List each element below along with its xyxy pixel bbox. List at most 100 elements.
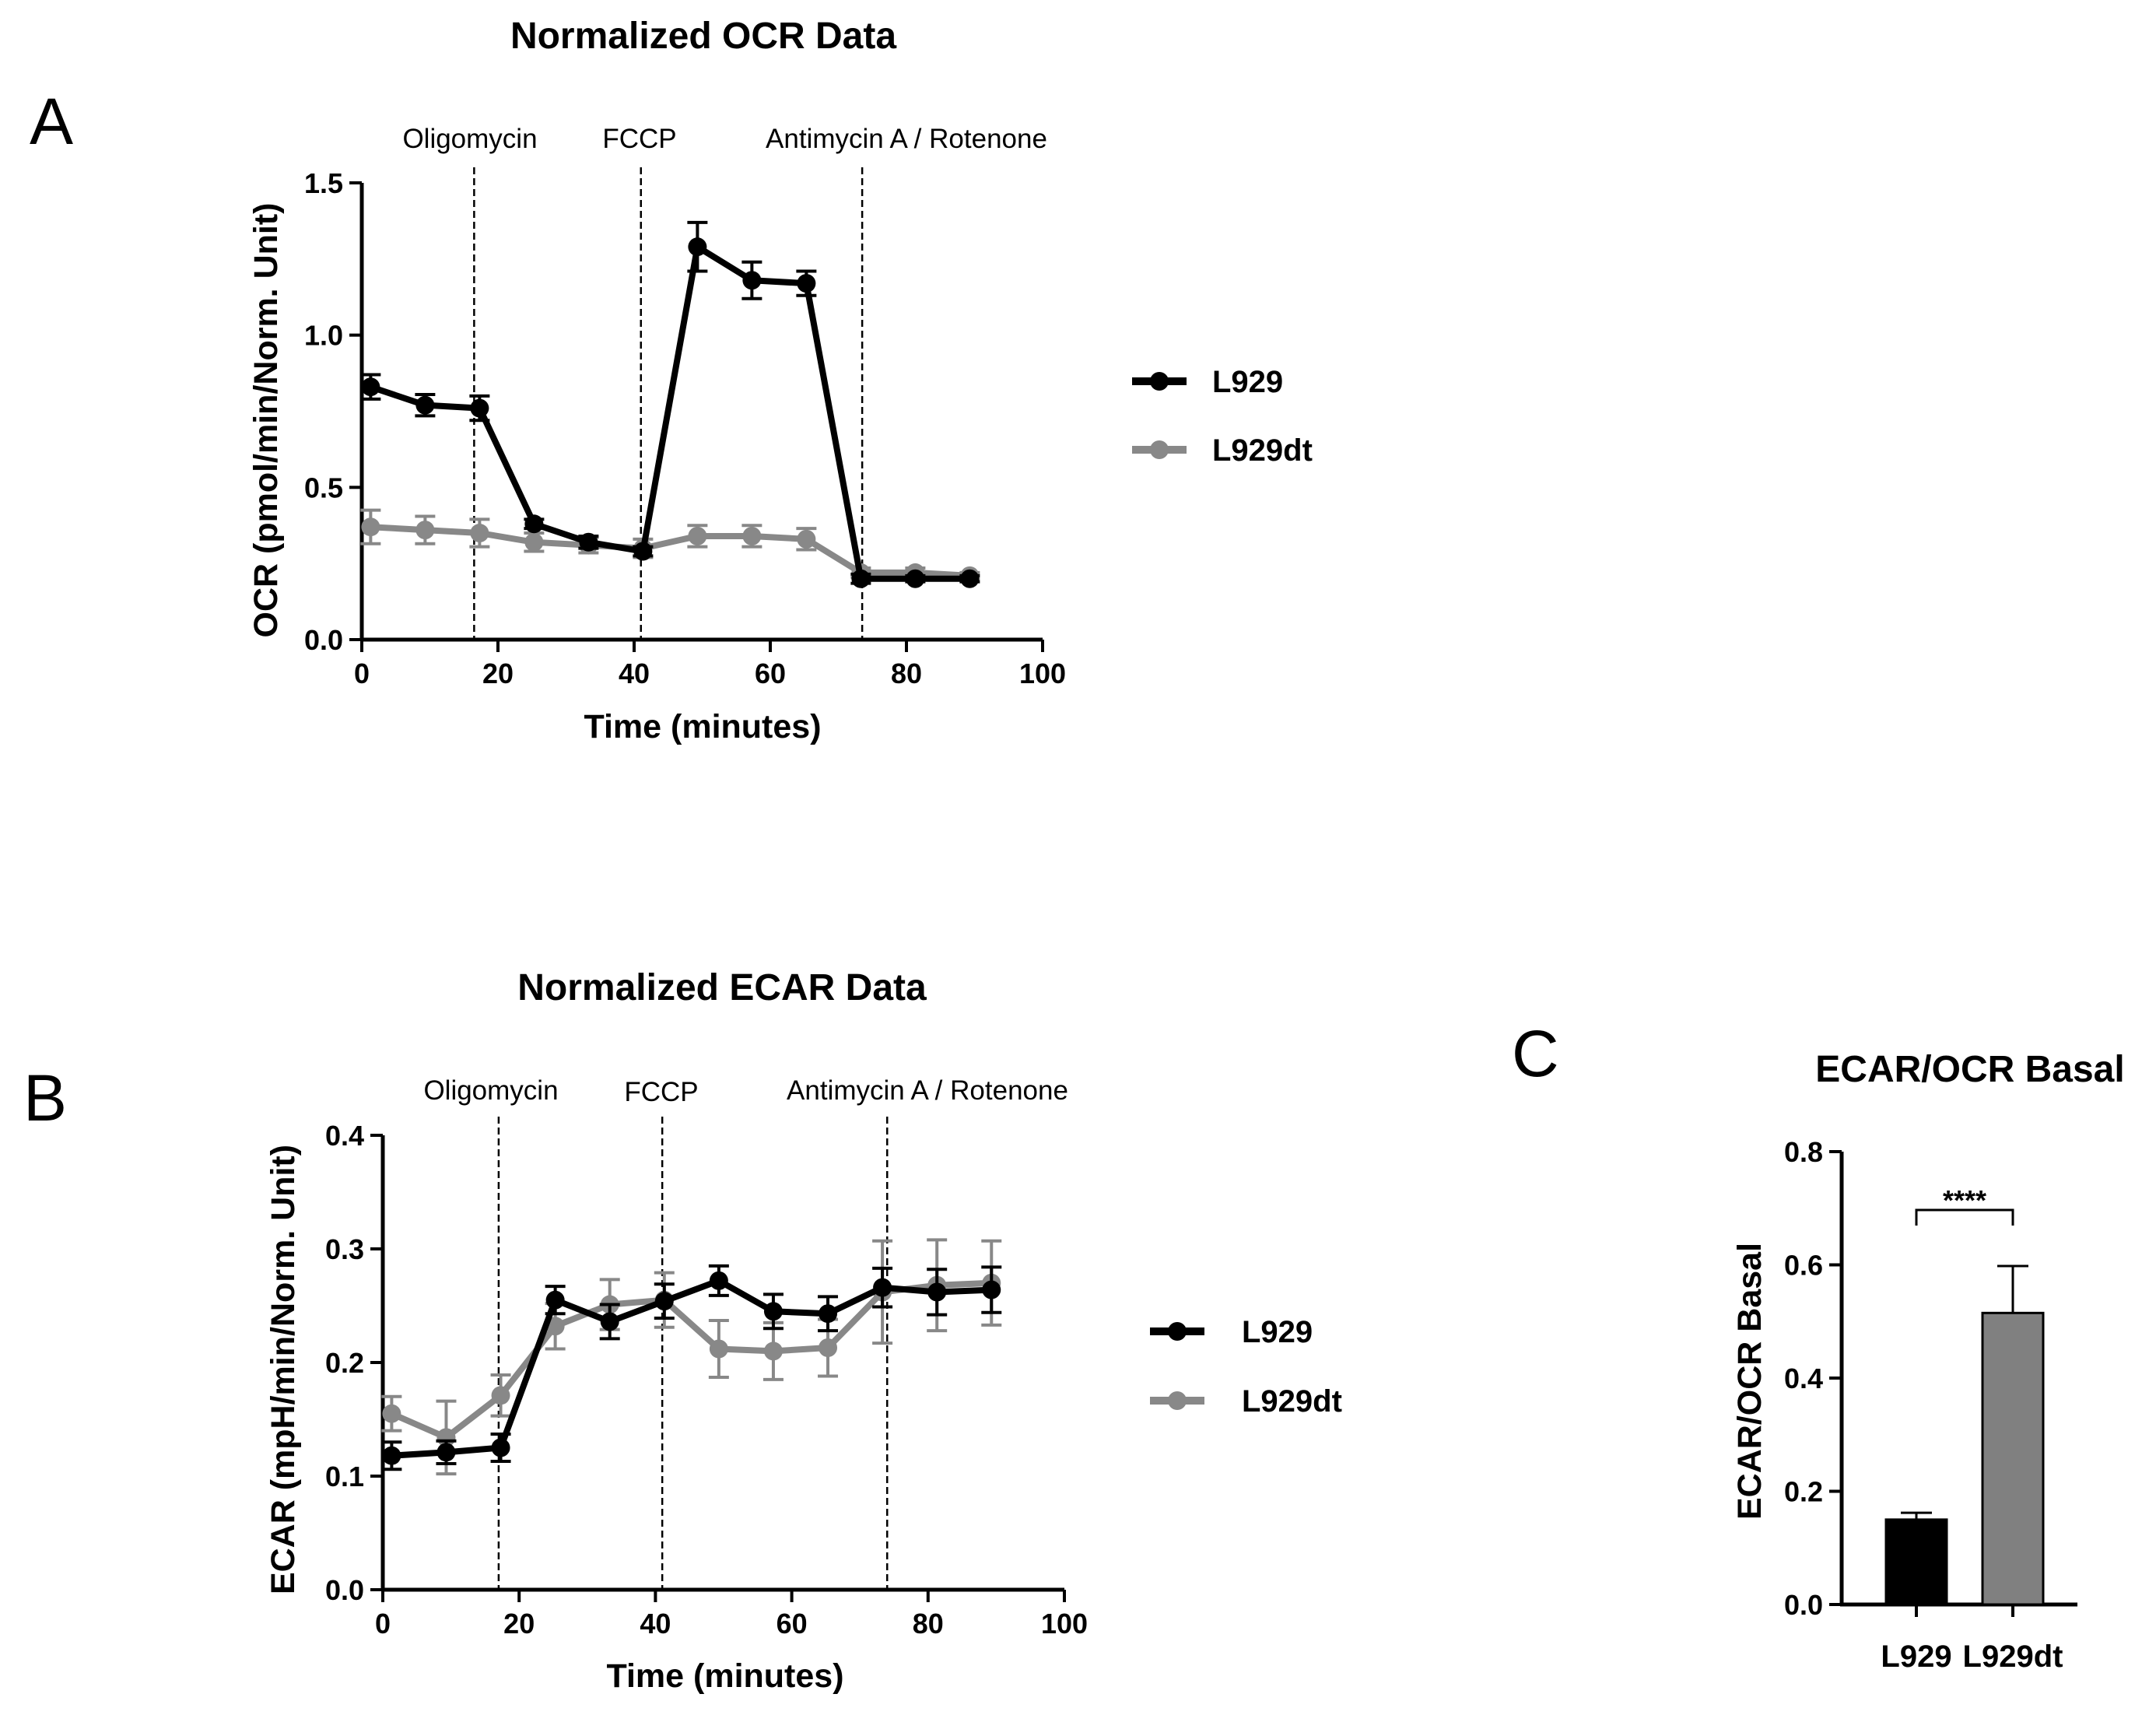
data-point-l929dt [491,1386,510,1405]
panel-a-xtick-label: 20 [482,658,514,689]
data-point-l929 [579,532,598,552]
panel-b-x-axis-label: Time (minutes) [606,1657,843,1695]
panel-b-y-axis-label: ECAR (mpH/min/Norm. Unit) [265,1145,302,1594]
data-point-l929 [491,1438,510,1457]
data-point-l929 [709,1271,728,1290]
panel-c-category-label: L929 [1881,1640,1951,1674]
legend-marker-l929 [1168,1322,1187,1341]
data-point-l929 [470,398,489,418]
panel-b-xtick-label: 60 [777,1608,808,1640]
panel-a-xtick-label: 100 [1019,658,1066,689]
data-point-l929 [382,1446,401,1465]
series-l929dt [381,1238,1002,1476]
series-l929dt [360,508,980,585]
data-point-l929 [742,271,762,290]
panel-a-title: Normalized OCR Data [510,16,896,57]
bar-l929dt [1981,1311,2045,1606]
data-point-l929 [600,1312,619,1331]
panel-b: B Normalized ECAR Data 0.0 0.1 0.2 0.3 0… [23,967,1342,1695]
panel-b-xtick-label: 20 [503,1608,535,1640]
data-point-l929 [633,542,653,561]
data-point-l929 [436,1443,456,1462]
data-point-l929 [654,1292,674,1311]
data-point-l929dt [742,526,762,545]
data-point-l929 [960,569,980,588]
panel-a-legend: L929 L929dt [1132,365,1313,468]
legend-label-l929: L929 [1242,1315,1313,1349]
data-point-l929 [545,1290,565,1310]
panel-c-ytick-label: 0.4 [1784,1363,1823,1394]
data-point-l929dt [470,524,489,543]
panel-b-xtick-label: 80 [913,1608,944,1640]
panel-c-x-categories: L929 L929dt [1881,1605,2063,1674]
data-point-l929dt [709,1339,728,1359]
panel-b-title: Normalized ECAR Data [517,967,927,1008]
panel-b-injection-label: Antimycin A / Rotenone [787,1075,1068,1106]
legend-label-l929dt: L929dt [1212,433,1313,468]
data-point-l929dt [382,1404,401,1423]
legend-label-l929dt: L929dt [1242,1384,1342,1419]
panel-b-injection-label: Oligomycin [423,1075,558,1106]
significance-stars: **** [1943,1184,1986,1216]
panel-a-injection-label: Antimycin A / Rotenone [766,124,1047,154]
panel-a-xtick-label: 40 [619,658,650,689]
series-line-l929dt [390,1279,992,1441]
data-point-l929 [688,237,707,257]
data-point-l929dt [688,526,707,545]
series-l929 [381,1264,1002,1471]
panel-a: A Normalized OCR Data 0.0 0.5 1.0 1.5 0 … [30,16,1313,745]
panel-c-ytick-label: 0.2 [1784,1476,1823,1508]
bar-l929 [1884,1518,1948,1606]
series-l929 [360,220,980,588]
panel-b-letter: B [23,1061,67,1135]
legend-label-l929: L929 [1212,365,1283,399]
legend-marker-l929 [1150,372,1169,391]
data-point-l929 [906,569,925,588]
panel-b-ytick-label: 0.4 [325,1120,364,1152]
data-point-l929 [415,395,435,415]
data-point-l929dt [797,529,816,549]
panel-b-ytick-label: 0.2 [325,1347,364,1379]
panel-b-ytick-label: 0.0 [325,1574,364,1606]
panel-a-injection-label: Oligomycin [402,124,537,154]
data-point-l929 [763,1302,783,1321]
panel-a-xtick-label: 60 [755,658,786,689]
panel-c-ytick-label: 0.0 [1784,1589,1823,1621]
panel-a-injection-label: FCCP [602,124,676,154]
panel-c-y-axis-label: ECAR/OCR Basal [1731,1243,1769,1520]
panel-a-letter: A [30,85,73,158]
data-point-l929dt [819,1338,838,1358]
data-point-l929 [361,377,380,397]
panel-c-significance: **** [1915,1184,2014,1226]
panel-b-xtick-label: 0 [375,1608,391,1640]
panel-a-xtick-label: 0 [354,658,370,689]
panel-b-xtick-label: 100 [1041,1608,1088,1640]
data-point-l929 [851,569,871,588]
data-point-l929dt [415,521,435,540]
data-point-l929 [524,514,544,534]
panel-c: C ECAR/OCR Basal 0.0 0.2 0.4 0.6 0.8 L92… [1512,1017,2125,1674]
panel-b-ytick-label: 0.3 [325,1233,364,1265]
data-point-l929dt [763,1341,783,1361]
significance-bracket [1915,1208,2014,1226]
legend-marker-l929dt [1168,1391,1187,1410]
legend-marker-l929dt [1150,440,1169,459]
data-point-l929 [797,274,816,293]
panel-c-category-label: L929dt [1963,1640,2063,1674]
data-point-l929 [927,1282,947,1302]
panel-b-xtick-label: 40 [640,1608,671,1640]
panel-c-title: ECAR/OCR Basal [1815,1049,2124,1090]
panel-a-ytick-label: 0.5 [304,472,343,503]
panel-c-ytick-label: 0.6 [1784,1250,1823,1282]
panel-a-xtick-label: 80 [891,658,922,689]
panel-c-ytick-label: 0.8 [1784,1136,1823,1168]
panel-b-ytick-label: 0.1 [325,1461,364,1492]
series-line-l929 [391,1277,992,1459]
panel-b-legend: L929 L929dt [1150,1315,1342,1419]
panel-a-ytick-label: 1.0 [304,320,343,352]
series-line-l929dt [370,524,970,579]
data-point-l929 [819,1304,838,1324]
data-point-l929 [982,1280,1001,1299]
panel-a-x-axis-label: Time (minutes) [584,708,821,745]
